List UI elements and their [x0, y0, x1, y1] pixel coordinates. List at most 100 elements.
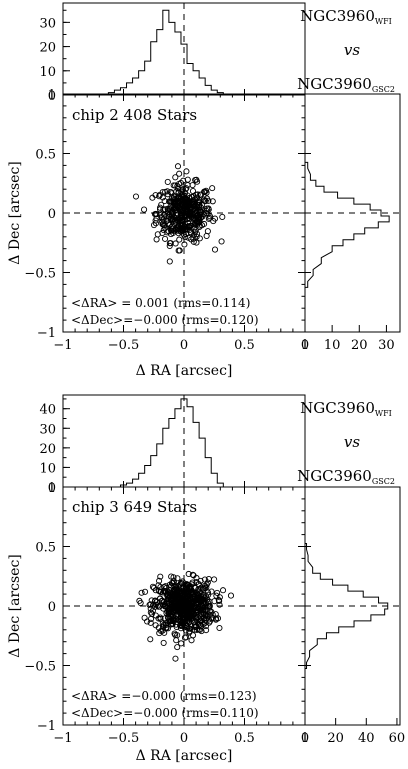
scatter-point	[147, 609, 154, 616]
scatter-point	[164, 597, 171, 605]
scatter-point	[144, 618, 151, 625]
label-wfi-subscript: WFI	[375, 17, 392, 26]
top-hist-y-tick-label: 20	[39, 442, 56, 457]
scatter-point	[177, 608, 184, 616]
scatter-point	[196, 626, 204, 633]
scatter-point	[166, 258, 173, 265]
scatter-point	[190, 609, 197, 616]
scatter-point	[152, 587, 159, 594]
right-hist-x-tick-label: 60	[389, 731, 406, 746]
x-tick-label: −1	[53, 338, 72, 353]
scatter-point	[153, 236, 160, 243]
panel-chip-3: −1 −0.5 0 0.5 1 −1 −0.5 0 0.5 1 Δ RA [arcsec] Δ Dec…	[7, 394, 406, 764]
y-tick-label: 1	[48, 481, 56, 496]
scatter-point	[161, 235, 169, 242]
scatter-point	[183, 231, 190, 238]
scatter-point	[160, 639, 167, 646]
scatter-point	[181, 192, 188, 199]
x-axis-label: Δ RA [arcsec]	[136, 363, 233, 379]
scatter-point	[194, 597, 201, 604]
scatter-point	[173, 586, 180, 593]
scatter-point	[201, 614, 208, 621]
scatter-point	[157, 614, 164, 621]
scatter-point	[141, 588, 149, 595]
scatter-point	[216, 597, 223, 604]
scatter-point	[156, 191, 163, 198]
scatter-point	[196, 235, 203, 242]
scatter-point	[200, 608, 207, 615]
y-axis-label: Δ Dec [arcsec]	[7, 554, 23, 657]
panel-title: chip 2 408 Stars	[72, 106, 197, 124]
scatter-point	[149, 583, 156, 590]
scatter-point	[171, 630, 178, 637]
top-hist-y-tick-label: 40	[39, 403, 56, 418]
scatter-point	[167, 231, 175, 238]
scatter-point	[193, 230, 201, 237]
scatter-point	[193, 574, 200, 582]
scatter-point	[193, 239, 200, 246]
scatter-point	[174, 195, 181, 202]
scatter-points	[136, 570, 235, 662]
right-hist-x-tick-label: 30	[378, 338, 395, 353]
scatter-point	[174, 644, 181, 651]
x-tick-label: 0.5	[234, 338, 255, 353]
scatter-point	[147, 619, 154, 626]
scatter-point	[189, 571, 196, 578]
scatter-point	[168, 209, 175, 217]
scatter-point	[176, 236, 183, 243]
scatter-point	[148, 610, 155, 617]
top-histogram	[119, 398, 224, 487]
scatter-point	[216, 624, 223, 632]
stat-ra: <ΔRA> = 0.001 (rms=0.114)	[71, 296, 250, 310]
scatter-point	[205, 575, 212, 583]
scatter-point	[206, 611, 214, 619]
scatter-point	[206, 214, 213, 221]
label-ngc-gsc2: NGC3960GSC2	[297, 467, 395, 486]
scatter-point	[176, 170, 183, 177]
right-hist-x-tick-label: 0	[301, 338, 309, 353]
scatter-point	[173, 616, 180, 623]
scatter-point	[163, 584, 170, 591]
scatter-point	[190, 201, 198, 208]
y-tick-label: 0	[48, 207, 56, 222]
top-hist-y-tick-label: 10	[39, 65, 56, 80]
scatter-point	[158, 213, 165, 221]
top-hist-y-tick-label: 10	[39, 461, 56, 476]
scatter-point	[155, 582, 162, 589]
x-tick-label: 0	[180, 731, 188, 746]
label-ngc-wfi: NGC3960WFI	[300, 7, 392, 26]
x-tick-label: −0.5	[108, 338, 140, 353]
scatter-point	[167, 224, 175, 231]
scatter-point	[159, 620, 166, 627]
scatter-point	[147, 636, 154, 643]
scatter-point	[181, 241, 188, 248]
scatter-point	[182, 234, 189, 241]
scatter-point	[147, 601, 154, 608]
scatter-point	[195, 198, 202, 205]
scatter-point	[152, 220, 159, 227]
scatter-point	[168, 600, 175, 608]
scatter-point	[141, 614, 148, 621]
scatter-point	[173, 637, 180, 644]
scatter-point	[216, 594, 223, 601]
scatter-point	[164, 217, 171, 224]
x-tick-label: −0.5	[108, 731, 140, 746]
scatter-point	[194, 218, 201, 225]
scatter-point	[205, 206, 212, 213]
scatter-point	[173, 623, 180, 631]
scatter-point	[205, 603, 212, 610]
scatter-point	[167, 621, 174, 628]
scatter-point	[189, 199, 196, 206]
label-gsc2-subscript: GSC2	[372, 85, 395, 94]
scatter-point	[192, 213, 199, 220]
scatter-point	[138, 589, 145, 596]
scatter-point	[188, 236, 195, 243]
x-axis-label: Δ RA [arcsec]	[136, 748, 233, 764]
scatter-point	[177, 590, 184, 597]
y-tick-label: −1	[37, 326, 56, 341]
label-gsc2-subscript: GSC2	[372, 477, 395, 486]
scatter-point	[186, 625, 193, 632]
top-histogram	[107, 9, 230, 96]
scatter-point	[202, 611, 209, 619]
scatter-point	[196, 207, 203, 214]
